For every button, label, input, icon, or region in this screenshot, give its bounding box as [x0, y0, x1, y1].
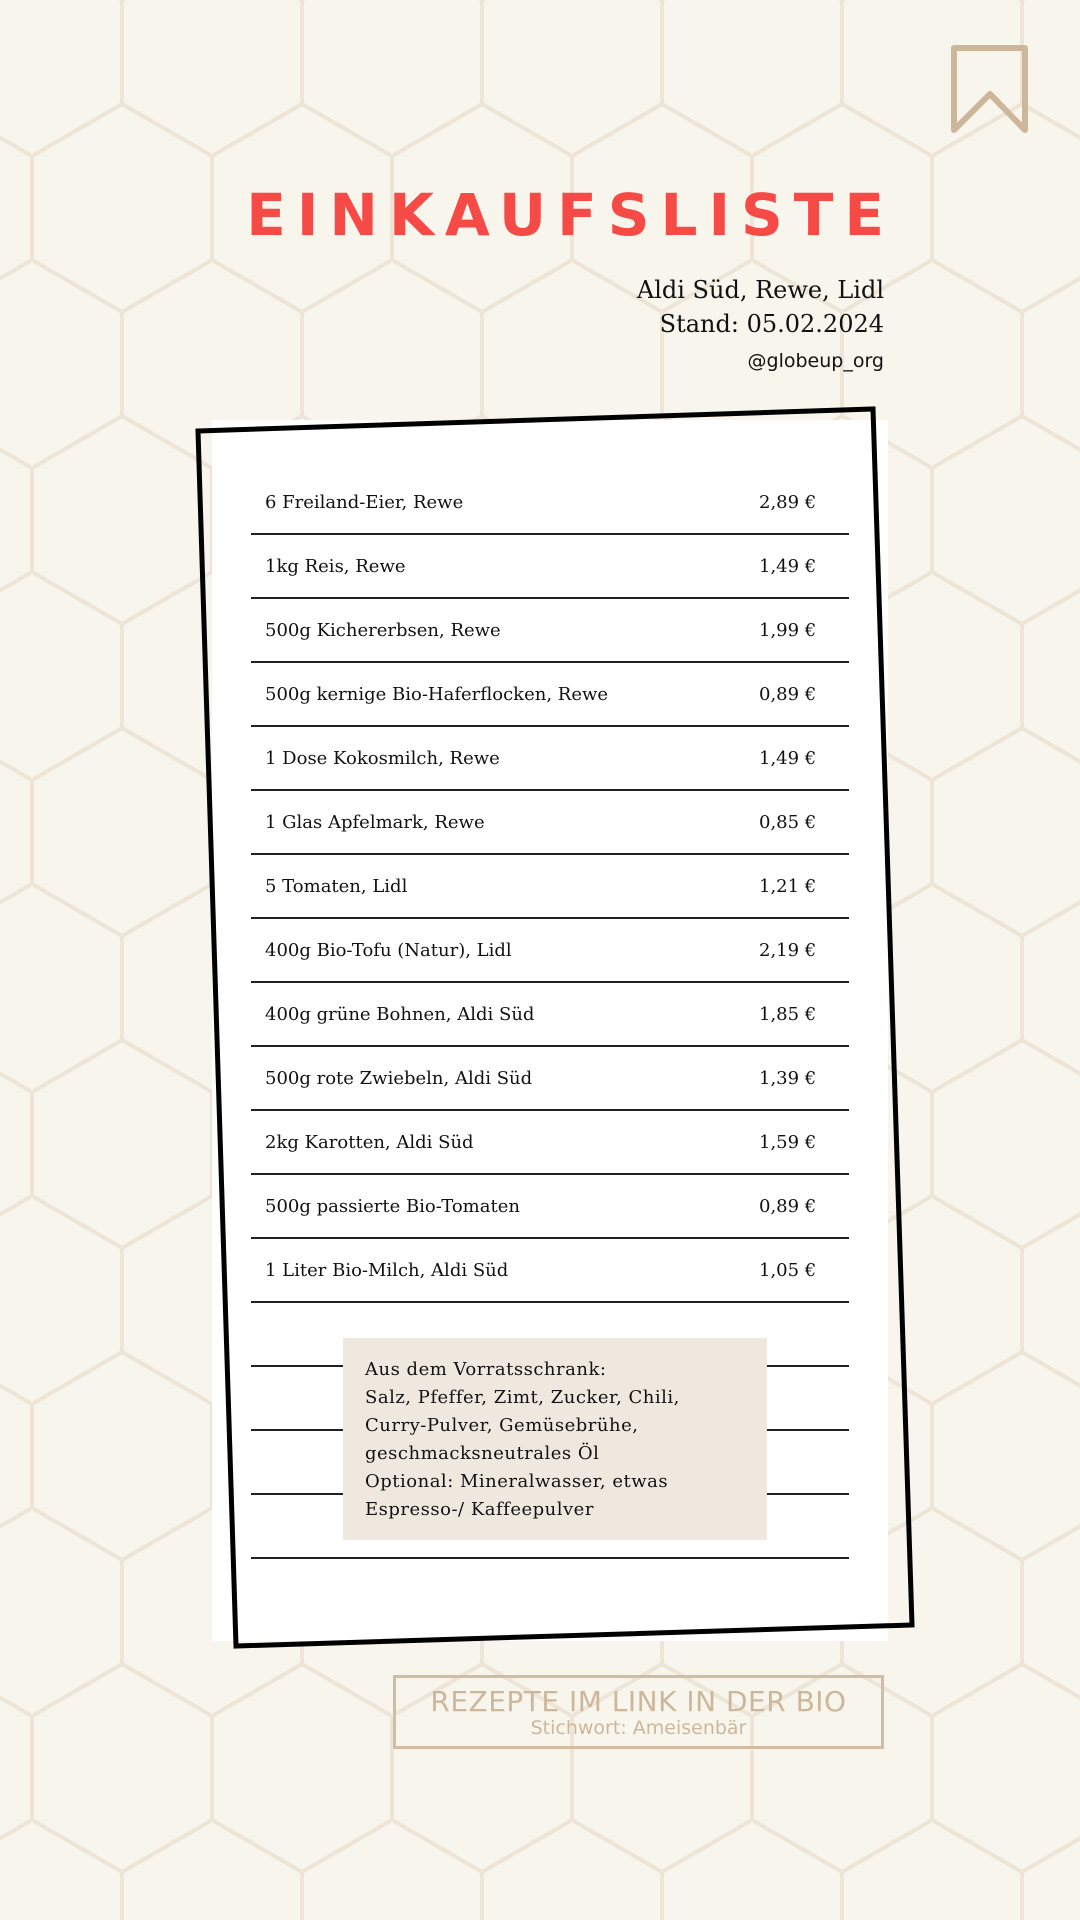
cta-keyword: Stichwort: Ameisenbär	[530, 1717, 747, 1739]
list-item: 1 Glas Apfelmark, Rewe 0,85 €	[251, 791, 849, 855]
item-name: 1 Glas Apfelmark, Rewe	[265, 812, 485, 833]
list-item: 400g grüne Bohnen, Aldi Süd 1,85 €	[251, 983, 849, 1047]
note-line: Aus dem Vorratsschrank:	[365, 1359, 607, 1380]
list-item: 2kg Karotten, Aldi Süd 1,59 €	[251, 1111, 849, 1175]
item-name: 1kg Reis, Rewe	[265, 556, 406, 577]
list-item: 500g kernige Bio-Haferflocken, Rewe 0,89 …	[251, 663, 849, 727]
list-item: 400g Bio-Tofu (Natur), Lidl 2,19 €	[251, 919, 849, 983]
stores-subtitle: Aldi Süd, Rewe, Lidl	[636, 276, 884, 304]
item-name: 400g grüne Bohnen, Aldi Süd	[265, 1004, 535, 1025]
recipe-link-banner: REZEPTE IM LINK IN DER BIO Stichwort: Am…	[393, 1675, 884, 1749]
item-price: 0,89 €	[759, 1196, 817, 1217]
item-name: 1 Liter Bio-Milch, Aldi Süd	[265, 1260, 509, 1281]
item-name: 6 Freiland-Eier, Rewe	[265, 492, 464, 513]
item-price: 1,05 €	[759, 1260, 817, 1281]
item-price: 1,49 €	[759, 748, 817, 769]
list-item: 500g rote Zwiebeln, Aldi Süd 1,39 €	[251, 1047, 849, 1111]
item-price: 1,59 €	[759, 1132, 817, 1153]
cta-headline: REZEPTE IM LINK IN DER BIO	[430, 1685, 847, 1718]
page-title: EINKAUFSLISTE	[246, 181, 895, 249]
item-name: 500g Kichererbsen, Rewe	[265, 620, 501, 641]
list-item: 5 Tomaten, Lidl 1,21 €	[251, 855, 849, 919]
item-price: 1,85 €	[759, 1004, 817, 1025]
item-price: 2,19 €	[759, 940, 817, 961]
item-name: 500g passierte Bio-Tomaten	[265, 1196, 520, 1217]
item-name: 500g rote Zwiebeln, Aldi Süd	[265, 1068, 533, 1089]
item-name: 400g Bio-Tofu (Natur), Lidl	[265, 940, 512, 961]
item-price: 1,39 €	[759, 1068, 817, 1089]
item-price: 1,21 €	[759, 876, 817, 897]
pantry-note: Aus dem Vorratsschrank: Salz, Pfeffer, Z…	[343, 1338, 767, 1540]
social-handle: @globeup_org	[747, 350, 884, 372]
list-item: 500g passierte Bio-Tomaten 0,89 €	[251, 1175, 849, 1239]
empty-list-line	[251, 1495, 849, 1559]
note-line: Espresso-/ Kaffeepulver	[365, 1499, 594, 1520]
item-name: 5 Tomaten, Lidl	[265, 876, 408, 897]
note-line: geschmacksneutrales Öl	[365, 1443, 600, 1464]
item-name: 1 Dose Kokosmilch, Rewe	[265, 748, 500, 769]
item-price: 1,99 €	[759, 620, 817, 641]
list-item: 6 Freiland-Eier, Rewe 2,89 €	[251, 471, 849, 535]
bookmark-icon	[951, 45, 1028, 133]
item-name: 500g kernige Bio-Haferflocken, Rewe	[265, 684, 609, 705]
item-name: 2kg Karotten, Aldi Süd	[265, 1132, 474, 1153]
list-item: 1 Liter Bio-Milch, Aldi Süd 1,05 €	[251, 1239, 849, 1303]
note-line: Optional: Mineralwasser, etwas	[365, 1471, 669, 1492]
item-price: 1,49 €	[759, 556, 817, 577]
item-price: 0,89 €	[759, 684, 817, 705]
item-price: 0,85 €	[759, 812, 817, 833]
item-price: 2,89 €	[759, 492, 817, 513]
note-line: Salz, Pfeffer, Zimt, Zucker, Chili,	[365, 1387, 680, 1408]
list-item: 500g Kichererbsen, Rewe 1,99 €	[251, 599, 849, 663]
note-line: Curry-Pulver, Gemüsebrühe,	[365, 1415, 639, 1436]
date-subtitle: Stand: 05.02.2024	[659, 310, 884, 338]
list-item: 1kg Reis, Rewe 1,49 €	[251, 535, 849, 599]
list-item: 1 Dose Kokosmilch, Rewe 1,49 €	[251, 727, 849, 791]
